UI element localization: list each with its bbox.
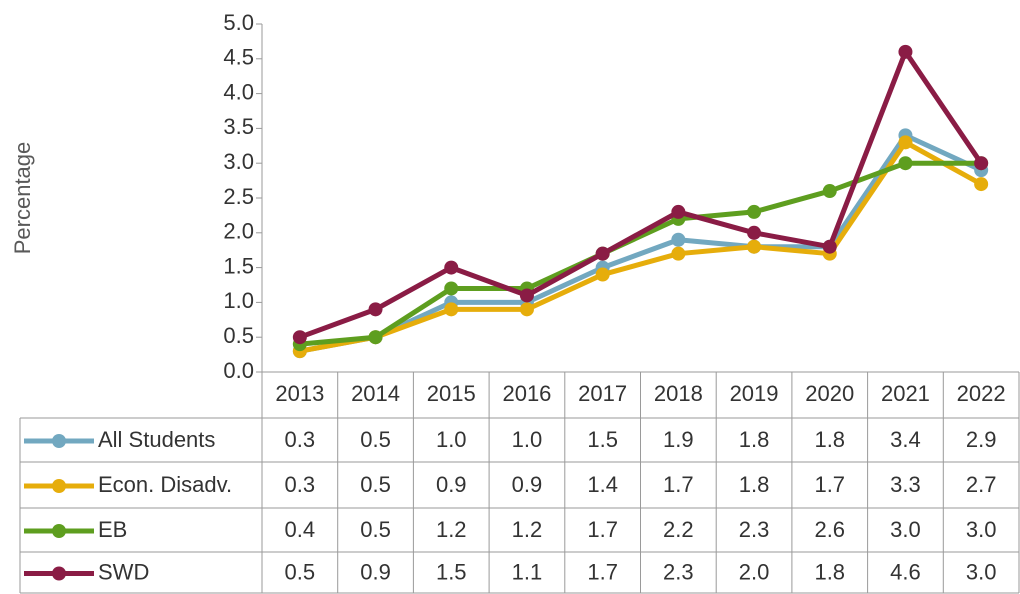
marker — [671, 204, 686, 219]
table-value: 1.8 — [814, 427, 845, 452]
marker — [974, 156, 989, 171]
y-axis-label: Percentage — [10, 142, 35, 255]
table-value: 0.3 — [285, 427, 316, 452]
marker — [898, 156, 913, 171]
table-value: 1.0 — [512, 427, 543, 452]
table-value: 2.3 — [739, 517, 770, 542]
y-tick-label: 2.0 — [223, 219, 254, 244]
marker — [519, 288, 534, 303]
table-value: 0.9 — [512, 472, 543, 497]
y-tick-label: 0.5 — [223, 323, 254, 348]
table-value: 3.0 — [966, 559, 997, 584]
table-value: 1.2 — [436, 517, 467, 542]
marker — [368, 302, 383, 317]
series-line — [299, 139, 983, 354]
marker — [519, 302, 534, 317]
table-value: 3.3 — [890, 472, 921, 497]
y-tick-label: 1.0 — [223, 288, 254, 313]
x-tick-label: 2020 — [805, 381, 854, 406]
series-line — [299, 160, 982, 347]
table-value: 1.4 — [587, 472, 618, 497]
series-line — [299, 132, 983, 354]
table-value: 0.5 — [285, 559, 316, 584]
marker — [822, 239, 837, 254]
table-value: 0.4 — [285, 517, 316, 542]
marker — [368, 330, 383, 345]
y-tick-label: 1.5 — [223, 253, 254, 278]
table-value: 0.5 — [360, 472, 391, 497]
table-value: 3.4 — [890, 427, 921, 452]
y-tick-label: 2.5 — [223, 184, 254, 209]
x-tick-label: 2017 — [578, 381, 627, 406]
table-value: 1.2 — [512, 517, 543, 542]
y-tick-label: 5.0 — [223, 10, 254, 35]
table-value: 1.0 — [436, 427, 467, 452]
table-value: 0.9 — [360, 559, 391, 584]
table-value: 0.5 — [360, 517, 391, 542]
y-tick-label: 3.5 — [223, 114, 254, 139]
series-line — [298, 49, 984, 340]
y-tick-label: 4.0 — [223, 79, 254, 104]
legend-label: Econ. Disadv. — [98, 472, 232, 497]
table-value: 1.7 — [587, 517, 618, 542]
y-tick-label: 3.0 — [223, 149, 254, 174]
marker — [595, 267, 610, 282]
x-tick-label: 2021 — [881, 381, 930, 406]
legend-label: EB — [98, 517, 127, 542]
table-value: 1.8 — [739, 472, 770, 497]
legend-key-marker — [52, 434, 66, 448]
marker — [974, 177, 989, 192]
table-value: 1.9 — [663, 427, 694, 452]
x-tick-label: 2022 — [957, 381, 1006, 406]
table-value: 1.8 — [739, 427, 770, 452]
x-tick-label: 2014 — [351, 381, 400, 406]
marker — [747, 225, 762, 240]
table-value: 1.7 — [663, 472, 694, 497]
y-tick-label: 4.5 — [223, 45, 254, 70]
table-value: 2.2 — [663, 517, 694, 542]
table-value: 2.9 — [966, 427, 997, 452]
table-value: 1.1 — [512, 559, 543, 584]
marker — [671, 246, 686, 261]
table-value: 2.3 — [663, 559, 694, 584]
marker — [444, 281, 459, 296]
legend-key-marker — [52, 524, 66, 538]
table-value: 1.5 — [436, 559, 467, 584]
marker — [747, 239, 762, 254]
marker — [898, 44, 913, 59]
table-value: 3.0 — [890, 517, 921, 542]
x-tick-label: 2019 — [730, 381, 779, 406]
legend-key-marker — [52, 566, 66, 581]
marker — [747, 204, 762, 219]
marker — [898, 135, 913, 150]
marker — [822, 184, 837, 199]
marker — [444, 302, 459, 317]
table-value: 0.9 — [436, 472, 467, 497]
table-value: 1.8 — [814, 559, 845, 584]
marker — [595, 246, 610, 261]
legend-label: All Students — [98, 427, 215, 452]
table-value: 3.0 — [966, 517, 997, 542]
x-tick-label: 2016 — [502, 381, 551, 406]
table-value: 2.6 — [814, 517, 845, 542]
marker — [671, 232, 686, 247]
table-value: 0.5 — [360, 427, 391, 452]
table-value: 2.0 — [739, 559, 770, 584]
table-value: 1.7 — [814, 472, 845, 497]
table-value: 1.7 — [587, 559, 618, 584]
legend-label: SWD — [98, 559, 149, 584]
x-tick-label: 2018 — [654, 381, 703, 406]
x-tick-label: 2013 — [275, 381, 324, 406]
table-value: 2.7 — [966, 472, 997, 497]
legend-key-marker — [52, 479, 66, 493]
table-value: 4.6 — [890, 559, 921, 584]
table-value: 1.5 — [587, 427, 618, 452]
table-value: 0.3 — [285, 472, 316, 497]
marker — [292, 330, 307, 345]
x-tick-label: 2015 — [427, 381, 476, 406]
y-tick-label: 0.0 — [223, 358, 254, 383]
marker — [444, 260, 459, 275]
